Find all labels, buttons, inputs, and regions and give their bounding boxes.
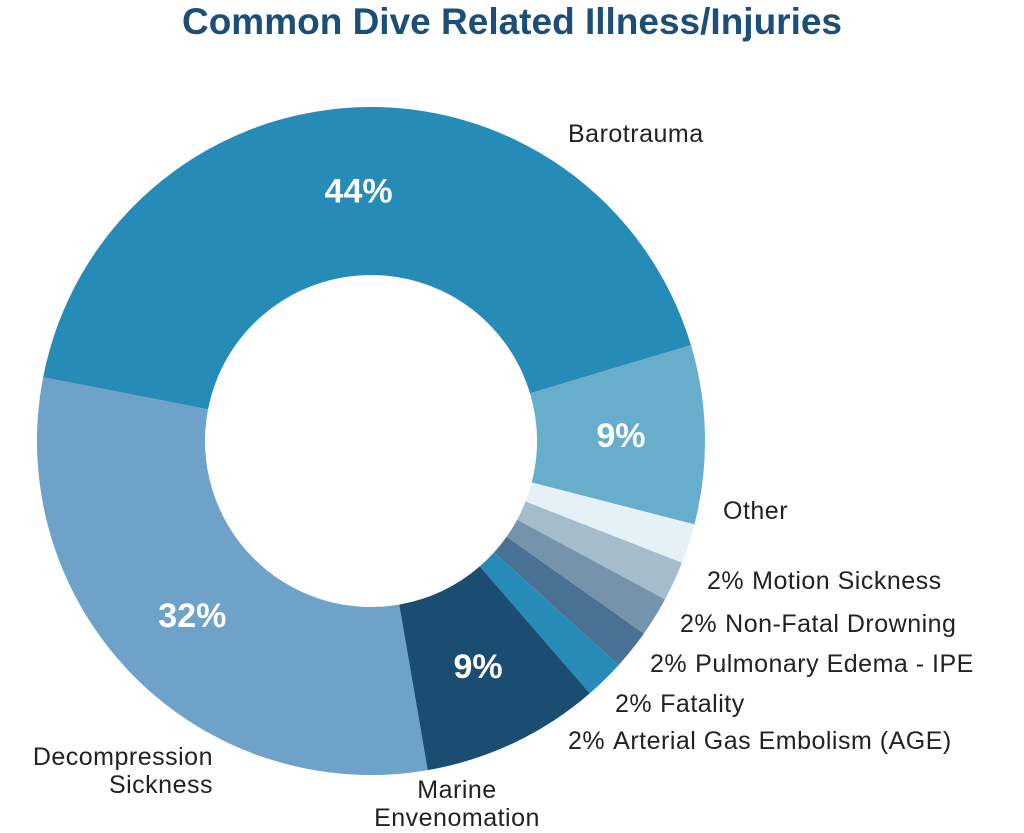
category-label: Decompression Sickness xyxy=(32,743,213,799)
value-label: 9% xyxy=(596,417,645,455)
donut-hole xyxy=(205,275,537,607)
value-label: 9% xyxy=(453,648,502,686)
segment-label: 2% Fatality xyxy=(615,690,745,718)
donut-segment xyxy=(506,519,666,634)
value-label: 2% xyxy=(707,567,744,595)
donut-segment xyxy=(494,536,644,666)
category-label: Fatality xyxy=(660,690,745,718)
category-label: Motion Sickness xyxy=(752,567,942,595)
category-label: Non-Fatal Drowning xyxy=(725,610,956,638)
category-label: Other xyxy=(723,497,789,525)
category-label: Marine Envenomation xyxy=(374,776,540,832)
category-label: Barotrauma xyxy=(568,120,704,148)
value-label: 32% xyxy=(158,597,226,635)
donut-segment xyxy=(36,377,428,775)
donut-segment xyxy=(530,345,705,525)
donut-segment xyxy=(43,107,691,410)
donut-segment xyxy=(399,566,590,771)
value-label: 2% xyxy=(650,650,687,678)
value-label: 44% xyxy=(325,172,393,210)
chart-title: Common Dive Related Illness/Injuries xyxy=(182,1,842,42)
donut-segment xyxy=(525,482,695,563)
category-label: Pulmonary Edema - IPE xyxy=(695,650,974,678)
value-label: 2% xyxy=(568,727,605,755)
value-label: 2% xyxy=(615,690,652,718)
segment-label: 2% Pulmonary Edema - IPE xyxy=(650,650,974,678)
donut-segment xyxy=(517,501,683,600)
donut-segment xyxy=(479,552,619,694)
value-label: 2% xyxy=(680,610,717,638)
category-label: Arterial Gas Embolism (AGE) xyxy=(613,727,952,755)
segment-label: 2% Motion Sickness xyxy=(707,567,942,595)
segment-label: 2% Non-Fatal Drowning xyxy=(680,610,956,638)
segment-label: 2% Arterial Gas Embolism (AGE) xyxy=(568,727,952,755)
